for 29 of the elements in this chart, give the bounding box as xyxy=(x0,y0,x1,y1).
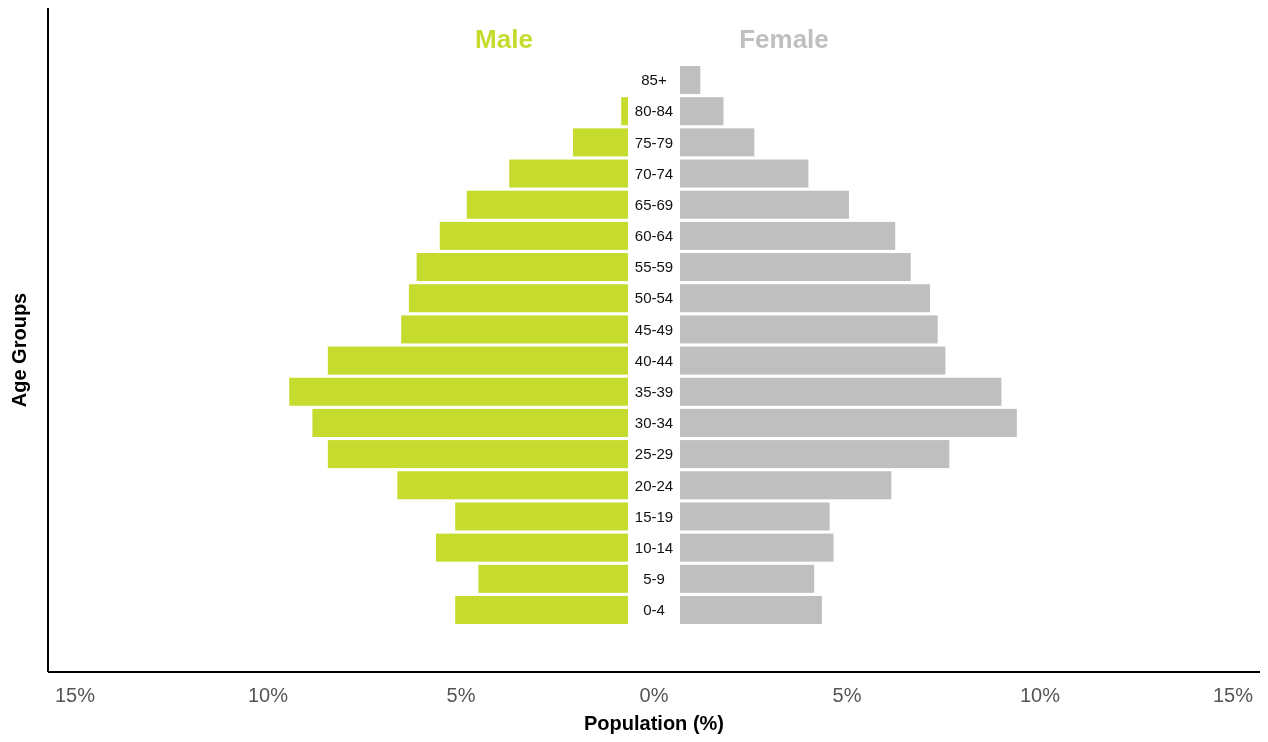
x-tick-label: 0% xyxy=(639,684,669,706)
y-tick-label: 50-54 xyxy=(634,289,674,307)
x-tick-label: 15% xyxy=(55,684,96,706)
y-tick-label: 40-44 xyxy=(634,351,674,369)
y-tick-label: 0-4 xyxy=(643,601,665,619)
y-tick-label: 70-74 xyxy=(634,164,674,182)
y-tick-label: 65-69 xyxy=(634,195,674,213)
y-tick-label: 20-24 xyxy=(634,476,674,494)
x-tick-label: 15% xyxy=(1212,684,1254,706)
y-tick-label: 85+ xyxy=(641,71,667,89)
y-tick-label: 55-59 xyxy=(634,258,674,276)
series-label: Female xyxy=(739,24,829,54)
y-tick-label: 35-39 xyxy=(634,383,674,401)
y-tick-label: 80-84 xyxy=(634,102,674,120)
y-tick-label: 5-9 xyxy=(643,570,665,588)
y-tick-label: 15-19 xyxy=(634,507,674,525)
x-tick-label: 5% xyxy=(446,684,476,706)
y-tick-label: 45-49 xyxy=(634,320,674,338)
y-tick-label: 60-64 xyxy=(634,227,674,245)
x-axis-title: Population (%) xyxy=(584,712,724,734)
y-tick-label: 30-34 xyxy=(634,414,674,432)
y-tick-label: 25-29 xyxy=(634,445,674,463)
x-tick-label: 10% xyxy=(248,684,289,706)
y-tick-label: 10-14 xyxy=(634,538,674,556)
y-tick-label: 75-79 xyxy=(634,133,674,151)
y-axis-title: Age Groups xyxy=(8,292,30,408)
text: Male xyxy=(475,24,533,54)
x-tick-label: 10% xyxy=(1019,684,1061,706)
x-tick-label: 5% xyxy=(832,684,862,706)
